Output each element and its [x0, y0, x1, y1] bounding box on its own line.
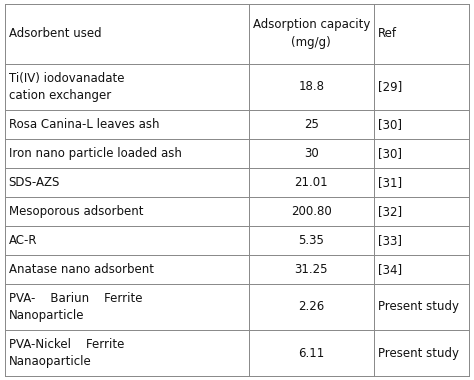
Text: Iron nano particle loaded ash: Iron nano particle loaded ash: [9, 147, 182, 160]
Text: 5.35: 5.35: [299, 234, 324, 247]
Text: [30]: [30]: [378, 118, 402, 131]
Text: 2.26: 2.26: [298, 300, 324, 313]
Text: 30: 30: [304, 147, 319, 160]
Text: 31.25: 31.25: [294, 263, 328, 276]
Text: PVA-    Bariun    Ferrite
Nanoparticle: PVA- Bariun Ferrite Nanoparticle: [9, 292, 142, 322]
Text: SDS-AZS: SDS-AZS: [9, 176, 60, 189]
Text: Adsorption capacity
(mg/g): Adsorption capacity (mg/g): [253, 18, 370, 49]
Text: Rosa Canina-L leaves ash: Rosa Canina-L leaves ash: [9, 118, 159, 131]
Text: PVA-Nickel    Ferrite
Nanaoparticle: PVA-Nickel Ferrite Nanaoparticle: [9, 338, 124, 368]
Text: Adsorbent used: Adsorbent used: [9, 27, 101, 40]
Text: 21.01: 21.01: [294, 176, 328, 189]
Text: Anatase nano adsorbent: Anatase nano adsorbent: [9, 263, 154, 276]
Text: Mesoporous adsorbent: Mesoporous adsorbent: [9, 205, 143, 218]
Text: Present study: Present study: [378, 347, 459, 359]
Text: [33]: [33]: [378, 234, 402, 247]
Text: [34]: [34]: [378, 263, 402, 276]
Text: [31]: [31]: [378, 176, 402, 189]
Text: 18.8: 18.8: [298, 80, 324, 93]
Text: 200.80: 200.80: [291, 205, 332, 218]
Text: [32]: [32]: [378, 205, 402, 218]
Text: Ref: Ref: [378, 27, 397, 40]
Text: [30]: [30]: [378, 147, 402, 160]
Text: 6.11: 6.11: [298, 347, 324, 359]
Text: Present study: Present study: [378, 300, 459, 313]
Text: Ti(IV) iodovanadate
cation exchanger: Ti(IV) iodovanadate cation exchanger: [9, 72, 124, 102]
Text: [29]: [29]: [378, 80, 402, 93]
Text: 25: 25: [304, 118, 319, 131]
Text: AC-R: AC-R: [9, 234, 37, 247]
